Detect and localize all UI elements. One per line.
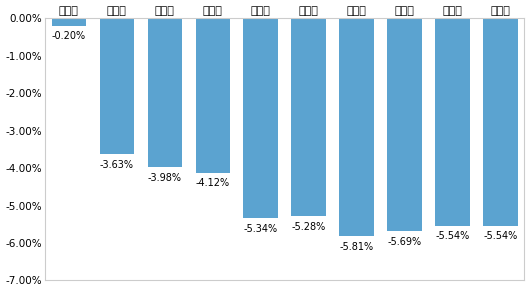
Text: -4.12%: -4.12% <box>196 178 230 188</box>
Text: -5.81%: -5.81% <box>340 241 374 251</box>
Text: -3.63%: -3.63% <box>100 160 134 170</box>
Text: -3.98%: -3.98% <box>148 173 182 183</box>
Bar <box>100 18 134 154</box>
Text: -5.54%: -5.54% <box>436 231 470 241</box>
Bar <box>435 18 470 226</box>
Bar <box>51 18 86 26</box>
Bar <box>483 18 518 226</box>
Bar <box>243 18 278 218</box>
Text: -5.28%: -5.28% <box>292 222 326 232</box>
Bar <box>147 18 182 167</box>
Text: -5.54%: -5.54% <box>483 231 518 241</box>
Text: -0.20%: -0.20% <box>52 32 86 41</box>
Bar <box>196 18 230 173</box>
Bar <box>387 18 422 231</box>
Bar <box>339 18 374 236</box>
Bar <box>292 18 326 216</box>
Text: -5.69%: -5.69% <box>387 237 422 247</box>
Text: -5.34%: -5.34% <box>244 224 278 234</box>
